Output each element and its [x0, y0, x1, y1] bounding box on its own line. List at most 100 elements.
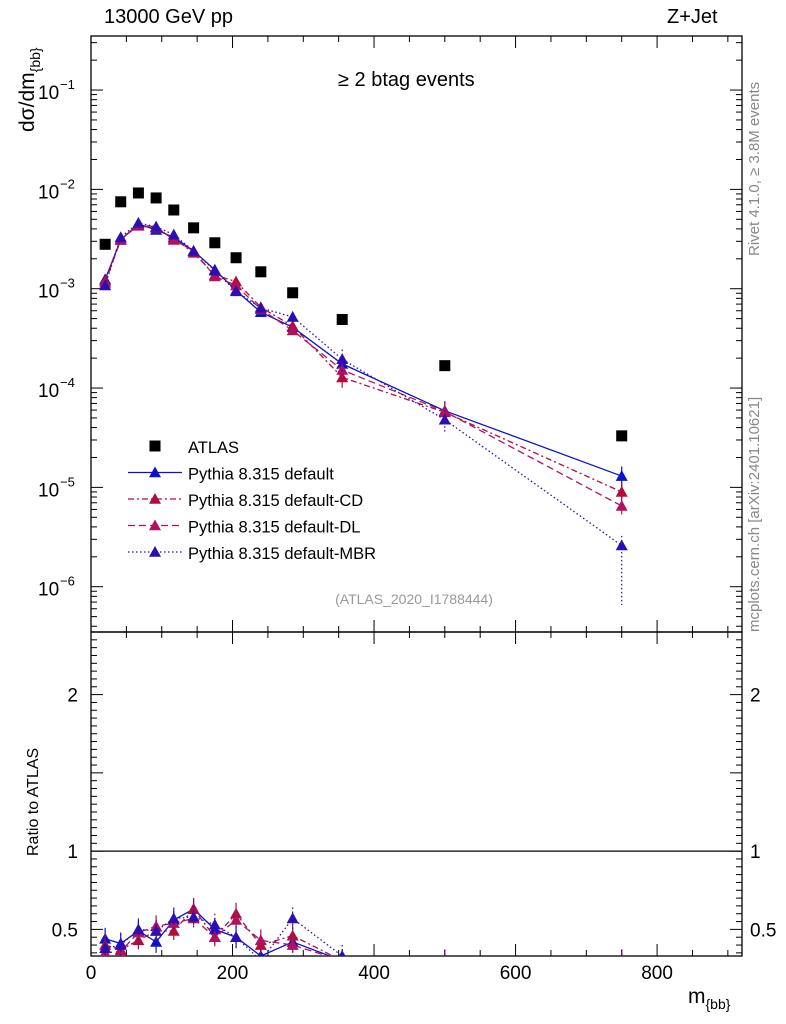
ratio-line	[104, 908, 332, 956]
x-tick-label: 800	[641, 963, 673, 984]
ratio-tick-label-right: 2	[750, 686, 761, 707]
y-tick-exponent: −2	[60, 176, 75, 191]
data-point	[99, 238, 111, 250]
data-point	[444, 954, 446, 956]
data-point	[230, 252, 242, 264]
ratio-tick-label: 1	[67, 842, 78, 863]
ratio-line	[105, 916, 357, 956]
data-point	[149, 519, 161, 531]
data-point	[208, 918, 221, 930]
series-layer	[99, 187, 628, 605]
series-0	[99, 187, 628, 442]
data-point	[149, 466, 161, 478]
data-point	[149, 440, 161, 452]
x-axis-label-sub: {bb}	[706, 996, 731, 1012]
y-axis-label: dσ/dm{bb}	[16, 47, 43, 132]
data-point	[187, 244, 200, 256]
series-3	[99, 218, 628, 519]
data-point	[149, 493, 161, 504]
y-tick-label: 10	[38, 282, 59, 303]
series-line	[104, 222, 623, 547]
legend-label: Pythia 8.315 default-DL	[188, 519, 360, 537]
y-tick-label: 10	[38, 580, 59, 601]
x-tick-label: 200	[217, 963, 249, 984]
header-right: Z+Jet	[667, 6, 718, 28]
main-frame-box	[90, 35, 743, 633]
data-point	[188, 222, 200, 234]
data-point	[114, 231, 127, 243]
ratio-tick-label-right: 1	[750, 842, 761, 863]
data-point	[255, 266, 267, 278]
data-point	[150, 192, 162, 204]
x-tick-label: 600	[500, 963, 532, 984]
data-point	[115, 196, 127, 208]
data-point	[132, 923, 145, 935]
ratio-tick-label: 0.5	[52, 920, 78, 941]
ratio-series-2	[99, 898, 623, 956]
header-left: 13000 GeV pp	[104, 6, 233, 28]
data-point	[286, 310, 299, 322]
series-2	[99, 219, 628, 505]
ratio-plot-frame: 0.5 0.5 1 1 2 2	[52, 631, 776, 957]
ratio-line	[104, 908, 335, 956]
data-point	[338, 950, 346, 956]
ratio-line	[105, 917, 330, 956]
data-point	[616, 430, 628, 442]
series-4	[99, 216, 628, 605]
data-point	[167, 912, 180, 924]
data-point	[286, 324, 299, 336]
data-point	[168, 204, 180, 216]
y-tick-label: 10	[38, 381, 59, 402]
legend: ATLAS Pythia 8.315 default Pythia 8.315 de…	[128, 439, 376, 563]
y-axis-label-sub: {bb}	[27, 47, 43, 72]
legend-label: Pythia 8.315 default-MBR	[188, 545, 376, 563]
data-point	[208, 931, 221, 943]
data-point	[615, 470, 628, 481]
series-line	[104, 225, 622, 493]
data-point	[260, 954, 262, 956]
data-point	[286, 912, 299, 924]
data-point	[336, 353, 349, 365]
data-point	[99, 942, 112, 953]
data-point	[336, 313, 348, 325]
ratio-series-layer	[99, 898, 623, 956]
data-point	[286, 939, 299, 950]
y-tick-exponent: −1	[60, 77, 75, 92]
data-point	[149, 546, 161, 557]
data-point	[230, 931, 243, 943]
data-point	[615, 499, 628, 511]
data-point	[132, 216, 145, 228]
data-point	[615, 539, 628, 551]
data-point	[99, 279, 112, 291]
data-point	[438, 413, 451, 425]
data-point	[114, 939, 127, 950]
data-point	[287, 287, 299, 299]
legend-label: Pythia 8.315 default	[188, 466, 334, 484]
y-tick-exponent: −6	[60, 574, 75, 589]
ratio-tick-label-right: 0.5	[750, 920, 776, 941]
series-line	[104, 224, 623, 507]
data-point	[208, 264, 221, 276]
data-point	[187, 910, 200, 922]
x-tick-label: 400	[358, 963, 390, 984]
data-point	[230, 914, 243, 925]
data-point	[132, 187, 144, 199]
y-tick-exponent: −5	[60, 474, 75, 489]
y-tick-label: 10	[38, 83, 59, 104]
series-line	[104, 223, 622, 477]
legend-label: ATLAS	[188, 439, 239, 457]
y-tick-exponent: −4	[60, 375, 75, 390]
analysis-label: (ATLAS_2020_I1788444)	[335, 591, 493, 607]
y-tick-exponent: −3	[60, 276, 75, 291]
data-point	[336, 363, 349, 375]
data-point	[150, 220, 163, 232]
chart-title: ≥ 2 btag events	[338, 69, 475, 91]
y-tick-label: 10	[38, 480, 59, 501]
x-axis-label: m{bb}	[688, 985, 731, 1012]
data-point	[150, 924, 163, 936]
data-point	[167, 228, 180, 240]
data-point	[254, 934, 267, 946]
data-point	[439, 360, 451, 372]
